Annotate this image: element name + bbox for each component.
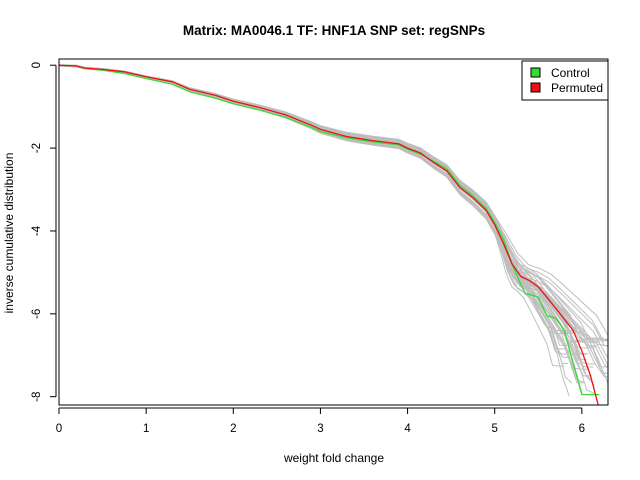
permutation-run-line bbox=[59, 64, 589, 355]
y-axis: 0 -2 -4 -6 -8 bbox=[31, 62, 57, 402]
permutation-run-line bbox=[59, 65, 596, 365]
permutation-run-line bbox=[59, 64, 584, 343]
permutation-run-line bbox=[59, 64, 598, 347]
legend-label-permuted: Permuted bbox=[551, 81, 603, 95]
y-tick-label: -8 bbox=[31, 392, 43, 402]
permutation-run-line bbox=[59, 65, 589, 370]
permutation-run-line bbox=[59, 64, 608, 374]
permutation-run-line bbox=[59, 65, 575, 331]
y-tick-label: 0 bbox=[31, 62, 43, 68]
permutation-run-line bbox=[59, 64, 596, 347]
plot-frame bbox=[58, 58, 609, 406]
permutation-run-line bbox=[59, 64, 587, 360]
permutation-run-line bbox=[59, 65, 596, 395]
permutation-run-line bbox=[59, 64, 608, 368]
legend-swatch-control bbox=[530, 67, 541, 78]
permutation-run-line bbox=[59, 64, 595, 349]
permutation-run-line bbox=[59, 64, 604, 339]
permutation-run-line bbox=[59, 65, 608, 385]
permutation-run-line bbox=[59, 64, 599, 343]
y-tick-label: -2 bbox=[31, 143, 43, 153]
permutation-run-line bbox=[59, 64, 573, 346]
permutation-run-line bbox=[59, 64, 584, 383]
x-tick-label: 4 bbox=[404, 423, 411, 435]
x-tick-label: 6 bbox=[579, 423, 585, 435]
permutation-run-line bbox=[59, 65, 608, 342]
legend-swatch-permuted bbox=[530, 82, 541, 93]
x-tick-label: 5 bbox=[492, 423, 498, 435]
permutation-run-line bbox=[59, 65, 608, 368]
permutation-run-line bbox=[59, 64, 567, 350]
x-axis: 0 1 2 3 4 5 6 bbox=[56, 407, 585, 435]
y-tick-label: -4 bbox=[31, 225, 43, 236]
permutation-run-line bbox=[59, 65, 587, 355]
y-axis-label: inverse cumulative distribution bbox=[2, 153, 16, 314]
background-runs bbox=[59, 64, 608, 397]
y-tick-label: -6 bbox=[31, 309, 43, 319]
series-lines bbox=[59, 64, 600, 405]
permutation-run-line bbox=[59, 64, 570, 335]
permutation-run-line bbox=[59, 64, 596, 387]
permutation-run-line bbox=[59, 65, 585, 384]
permutation-run-line bbox=[59, 65, 608, 378]
permutation-run-line bbox=[59, 65, 608, 367]
x-tick-label: 2 bbox=[230, 423, 236, 435]
x-tick-label: 0 bbox=[56, 423, 62, 435]
permutation-run-line bbox=[59, 65, 592, 377]
permutation-run-line bbox=[59, 64, 608, 359]
legend-label-control: Control bbox=[551, 66, 590, 80]
legend: Control Permuted bbox=[521, 60, 609, 101]
chart-title: Matrix: MA0046.1 TF: HNF1A SNP set: regS… bbox=[183, 23, 485, 38]
x-tick-label: 1 bbox=[143, 423, 149, 435]
permutation-run-line bbox=[59, 64, 582, 333]
permutation-run-line bbox=[59, 64, 575, 334]
permuted-series-line bbox=[59, 64, 599, 405]
permutation-run-line bbox=[59, 65, 594, 368]
x-tick-label: 3 bbox=[317, 423, 323, 435]
permutation-run-line bbox=[59, 64, 593, 382]
x-axis-label: weight fold change bbox=[283, 451, 384, 465]
control-series-line bbox=[59, 64, 600, 396]
permutation-run-line bbox=[59, 64, 587, 342]
